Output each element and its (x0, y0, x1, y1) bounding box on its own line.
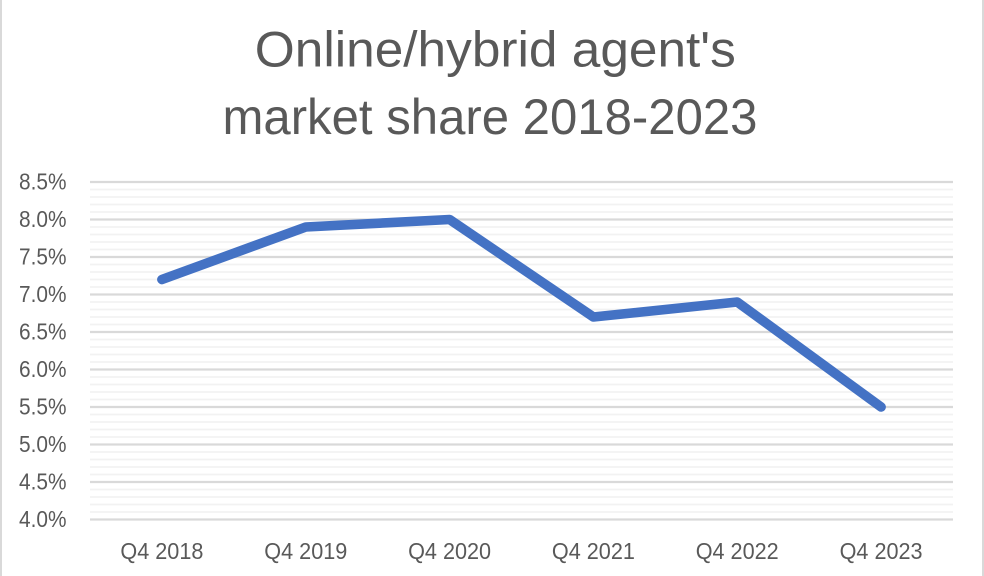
svg-text:Q4 2019: Q4 2019 (264, 538, 347, 564)
svg-text:6.0%: 6.0% (19, 356, 67, 382)
svg-text:Q4 2023: Q4 2023 (840, 538, 923, 564)
svg-text:Q4 2022: Q4 2022 (696, 538, 779, 564)
svg-text:Q4 2020: Q4 2020 (408, 538, 491, 564)
svg-text:5.0%: 5.0% (19, 431, 67, 457)
svg-text:8.5%: 8.5% (19, 169, 67, 195)
svg-text:5.5%: 5.5% (19, 394, 67, 420)
svg-text:Online/hybrid agent's: Online/hybrid agent's (255, 22, 736, 78)
svg-text:Q4 2021: Q4 2021 (552, 538, 635, 564)
svg-text:market share 2018-2023: market share 2018-2023 (223, 89, 758, 145)
svg-text:7.5%: 7.5% (19, 244, 67, 270)
svg-text:7.0%: 7.0% (19, 281, 67, 307)
svg-text:6.5%: 6.5% (19, 319, 67, 345)
svg-text:8.0%: 8.0% (19, 206, 67, 232)
svg-text:4.5%: 4.5% (19, 469, 67, 495)
svg-text:Q4 2018: Q4 2018 (120, 538, 203, 564)
svg-text:4.0%: 4.0% (19, 506, 67, 532)
